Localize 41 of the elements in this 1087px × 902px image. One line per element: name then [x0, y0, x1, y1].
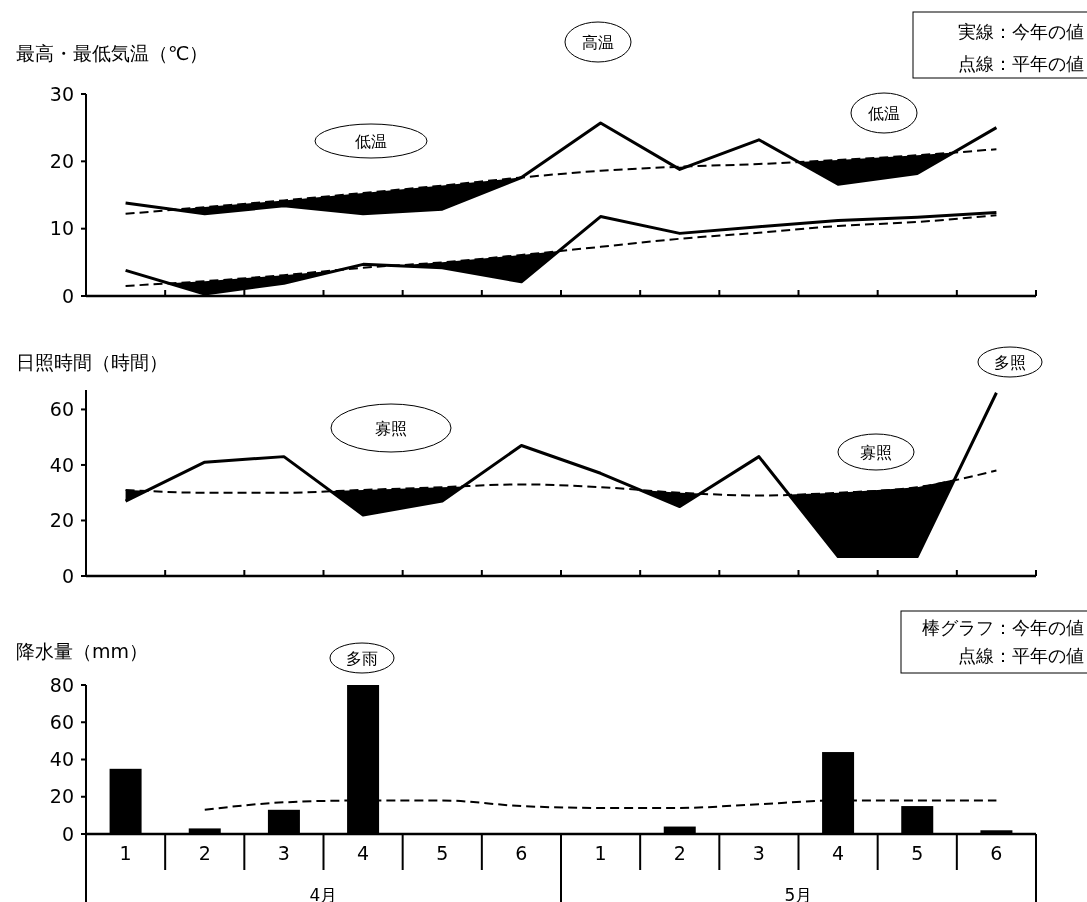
y-tick-label: 0 [61, 822, 74, 845]
text: 多照 [994, 352, 1026, 372]
y-tick-label: 40 [49, 453, 74, 476]
y-tick-label: 80 [49, 673, 74, 696]
x-tick-label: 6 [515, 842, 528, 864]
y-tick-label: 60 [49, 710, 74, 733]
y-tick-label: 60 [49, 398, 74, 421]
y-tick-label: 0 [61, 284, 74, 307]
y-tick-label: 40 [49, 748, 74, 771]
line-series [124, 121, 998, 216]
annotation: 寡照 [375, 418, 407, 438]
y-tick-label: 20 [49, 509, 74, 532]
text: 実線：今年の値 [958, 21, 1084, 43]
chart-title: 最高・最低気温（℃） [16, 42, 209, 64]
x-tick-label: 5 [436, 842, 449, 864]
y-tick-label: 0 [61, 564, 74, 587]
x-tick-label: 2 [198, 842, 211, 864]
chart-title: 降水量（mm） [16, 640, 149, 662]
x-tick-label: 3 [277, 842, 290, 864]
x-tick-label: 1 [119, 842, 132, 864]
text: 点線：平年の値 [958, 645, 1084, 667]
text: 棒グラフ：今年の値 [922, 617, 1084, 639]
annotation: 低温 [868, 103, 900, 123]
chart-title: 日照時間（時間） [16, 351, 168, 373]
x-tick-label: 4 [832, 842, 845, 864]
x-tick-label: 6 [990, 842, 1003, 864]
x-tick-label: 4 [357, 842, 370, 864]
y-tick-label: 10 [49, 217, 74, 240]
annotation: 低温 [355, 131, 387, 151]
y-tick-label: 30 [49, 82, 74, 105]
y-tick-label: 20 [49, 785, 74, 808]
line-series [124, 391, 998, 559]
x-tick-label: 2 [673, 842, 686, 864]
x-tick-label: 3 [752, 842, 765, 864]
text: 高温 [582, 32, 614, 52]
text: 多雨 [346, 648, 378, 668]
annotation: 寡照 [860, 442, 892, 462]
y-tick-label: 20 [49, 149, 74, 172]
x-tick-label: 1 [594, 842, 607, 864]
x-tick-label: 5 [911, 842, 924, 864]
text: 点線：平年の値 [958, 53, 1084, 75]
